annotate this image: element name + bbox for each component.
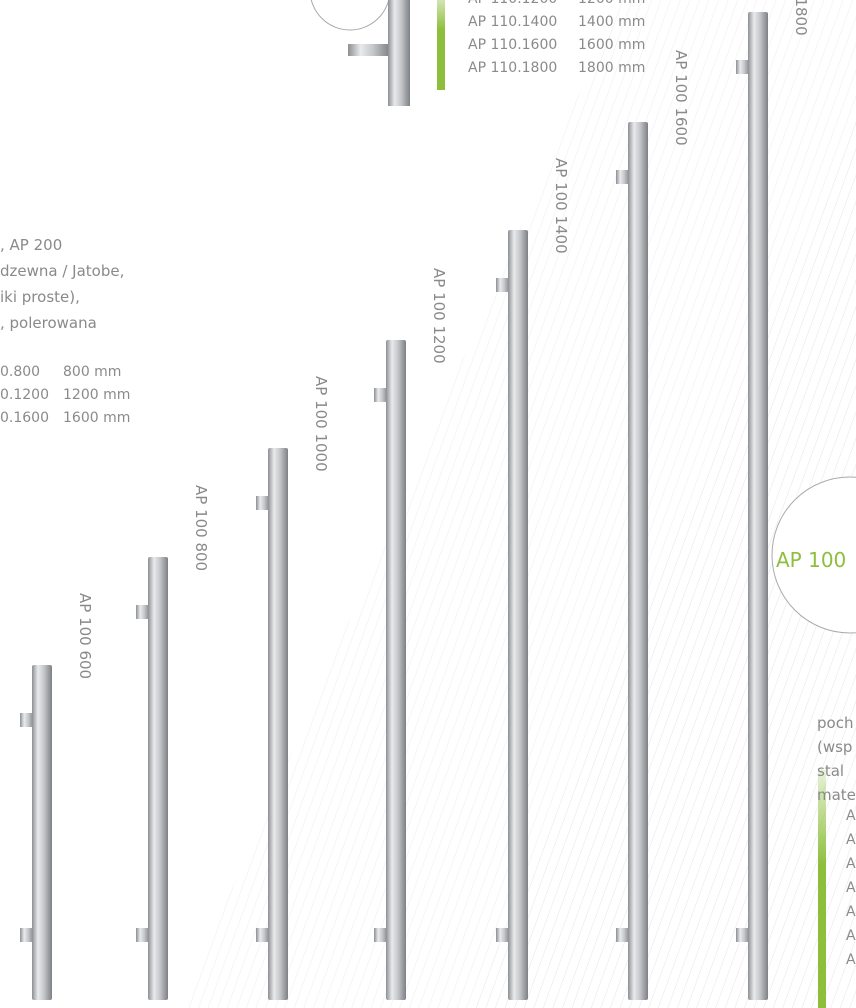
handle [386,340,406,1000]
handle-standoff [496,278,510,292]
model-length: 1200 mm [578,0,645,7]
description-line: iki proste), [0,288,80,306]
handle-label: AP 100 1000 [312,376,330,472]
model-code: A [846,880,856,896]
handle-standoff [20,928,34,942]
model-code: 0.1600 [0,410,49,426]
handle-standoff [136,605,150,619]
green-bar [437,0,445,90]
handle-standoff [616,928,630,942]
green-bar [818,770,826,1008]
handle-label: AP 100 1600 [672,50,690,146]
model-code: A [846,832,856,848]
model-length: 1800 mm [578,60,645,76]
description-line: dzewna / Jatobe, [0,262,124,280]
handle-standoff [136,928,150,942]
model-code: A [846,904,856,920]
handle-standoff [374,388,388,402]
model-code: 0.800 [0,364,40,380]
model-code: AP 110.1800 [468,60,557,76]
model-length: 1600 mm [578,37,645,53]
model-code: AP 110.1400 [468,14,557,30]
handle-standoff [374,928,388,942]
model-code: AP 110.1200 [468,0,557,7]
handle-standoff [736,60,750,74]
model-length: 1600 mm [63,410,130,426]
handle-standoff [256,496,270,510]
handle [508,230,528,1000]
handle-label: AP 100 600 [76,593,94,679]
handle [268,448,288,1000]
circle-outline [310,0,390,31]
handle-label: AP 100 800 [192,485,210,571]
handle [748,12,768,1000]
model-length: 1200 mm [63,387,130,403]
handle-standoff [496,928,510,942]
handle [148,557,168,1000]
description-line: , AP 200 [0,236,62,254]
model-code: A [846,856,856,872]
handle-label: AP 100 1800 [792,0,810,36]
handle-standoff [348,44,390,56]
model-length: 1400 mm [578,14,645,30]
description-line: stal [817,762,844,780]
handle [628,122,648,1000]
handle [388,0,410,106]
model-code: 0.1200 [0,387,49,403]
handle-standoff [256,928,270,942]
model-code: A [846,928,856,944]
model-length: 800 mm [63,364,121,380]
description-line: mate [817,786,856,804]
handle-label: AP 100 1400 [552,158,570,254]
handle-standoff [736,928,750,942]
description-line: , polerowana [0,314,97,332]
model-code: AP 110.1600 [468,37,557,53]
circle-outline [771,476,856,634]
product-badge: AP 100 [776,548,846,572]
model-code: A [846,952,856,968]
description-line: (wsp [817,738,852,756]
model-code: A [846,808,856,824]
handle [32,665,52,1000]
handle-standoff [616,170,630,184]
description-line: poch [817,714,853,732]
handle-label: AP 100 1200 [430,268,448,364]
handle-standoff [20,713,34,727]
